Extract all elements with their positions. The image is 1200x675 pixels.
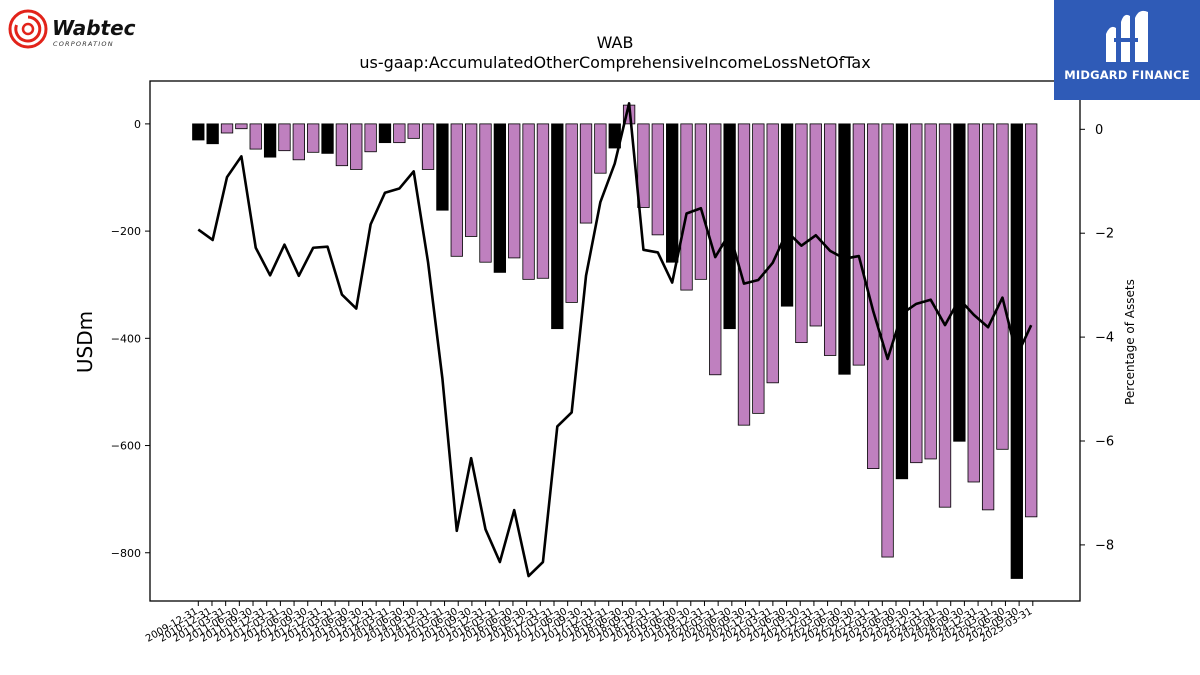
- midgard-finance-name: MIDGARD FINANCE: [1064, 68, 1190, 82]
- bar-2016-09-30: [579, 123, 593, 224]
- y2-tick-label: 0: [1095, 123, 1103, 138]
- bar-2021-09-30: [867, 123, 880, 469]
- wabtec-corporation: CORPORATION: [53, 40, 114, 48]
- y2-axis-label: Percentage of Assets: [1123, 279, 1137, 405]
- bar-2020-06-30: [795, 123, 808, 344]
- bar-2018-09-30: [694, 123, 708, 280]
- bar-2022-06-30: [910, 123, 923, 464]
- bar-2017-12-31: [651, 123, 664, 236]
- bar-2011-09-30: [292, 123, 305, 161]
- bar-2009-12-31: [192, 123, 205, 141]
- bar-2020-09-30: [809, 123, 822, 327]
- bar-2012-06-30: [335, 123, 349, 167]
- bar-2015-06-30: [508, 123, 521, 259]
- bar-2015-03-31: [493, 123, 507, 273]
- y-tick-label: −800: [111, 547, 141, 560]
- chart-subtitle: us-gaap:AccumulatedOtherComprehensiveInc…: [359, 53, 870, 72]
- bar-2023-06-30: [967, 123, 980, 483]
- bar-2014-03-31: [436, 123, 449, 211]
- bar-2022-09-30: [924, 123, 937, 460]
- y2-tick-label: −2: [1095, 227, 1114, 242]
- bar-2019-09-30: [752, 123, 765, 414]
- y-tick-label: −600: [111, 440, 141, 453]
- bar-2016-06-30: [565, 123, 578, 303]
- bar-2011-12-31: [307, 123, 320, 153]
- y2-tick-label: −4: [1095, 331, 1114, 346]
- line-series: [197, 102, 1033, 578]
- bar-2021-12-31: [881, 123, 894, 558]
- bar-2016-03-31: [551, 123, 564, 330]
- midgard-finance-icon: [1106, 10, 1148, 62]
- bar-2010-06-30: [220, 123, 234, 134]
- bar-2020-03-31: [780, 123, 794, 307]
- bar-2011-03-31: [263, 123, 277, 158]
- bar-2012-03-31: [321, 123, 334, 154]
- bar-2014-09-30: [464, 123, 478, 237]
- assets-percentage-line: [197, 102, 1033, 578]
- bar-2023-03-31: [953, 123, 966, 442]
- plot-frame: [149, 80, 1081, 602]
- bar-2019-06-30: [737, 123, 751, 426]
- bar-2012-12-31: [364, 123, 377, 153]
- bar-series: [192, 104, 1038, 579]
- bar-2010-03-31: [206, 123, 219, 145]
- bar-2024-06-30: [1025, 123, 1038, 518]
- y-tick-label: −200: [111, 225, 141, 238]
- y-axis-label: USDm: [73, 311, 97, 373]
- bar-2015-12-31: [536, 123, 550, 279]
- bar-2013-03-31: [378, 123, 392, 144]
- bar-2010-09-30: [235, 123, 248, 130]
- bar-2014-12-31: [479, 123, 492, 263]
- bar-2020-12-31: [823, 123, 837, 356]
- y2-tick-label: −6: [1095, 435, 1114, 450]
- bar-2011-06-30: [278, 123, 291, 152]
- midgard-finance-logo: MIDGARD FINANCE: [1054, 0, 1200, 100]
- bar-2021-03-31: [838, 123, 851, 375]
- wabtec-logo-icon: Wabtec CORPORATION: [8, 9, 136, 49]
- bar-2013-09-30: [407, 123, 420, 139]
- bar-2018-03-31: [666, 123, 679, 263]
- bar-2021-06-30: [852, 123, 866, 366]
- bar-2016-12-31: [594, 123, 607, 174]
- wabtec-wordmark: Wabtec: [52, 16, 136, 40]
- bar-2012-09-30: [350, 123, 363, 170]
- bar-2023-12-31: [996, 123, 1009, 450]
- axes: 0−200−400−600−8000−2−4−6−82009-12-312010…: [111, 80, 1114, 645]
- bar-2010-12-31: [249, 123, 262, 150]
- bar-2014-06-30: [450, 123, 463, 257]
- bar-2022-03-31: [895, 123, 909, 480]
- bar-2013-06-30: [393, 123, 406, 144]
- y-tick-label: −400: [111, 332, 141, 345]
- bar-2013-12-31: [421, 123, 435, 170]
- bar-2015-09-30: [522, 123, 535, 280]
- bar-2019-03-31: [723, 123, 736, 330]
- y2-tick-label: −8: [1095, 538, 1114, 553]
- bar-2018-06-30: [680, 123, 693, 291]
- wabtec-logo: Wabtec CORPORATION: [6, 6, 156, 52]
- bar-2017-09-30: [637, 123, 650, 208]
- chart-title: WAB: [597, 33, 634, 52]
- y-tick-label: 0: [134, 118, 141, 131]
